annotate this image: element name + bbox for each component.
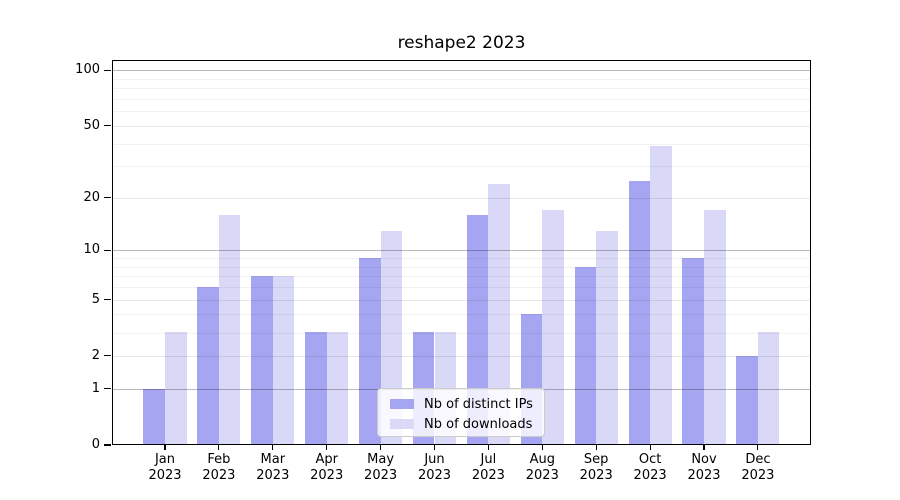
y-tick-mark-2 [104, 355, 111, 357]
y-tick-label-5: 5 [91, 291, 100, 307]
x-tick-label-jan: Jan 2023 [148, 452, 182, 483]
x-tick-label-may: May 2023 [364, 452, 398, 483]
y-tick-label-100: 100 [75, 62, 100, 78]
minor-gridline-4 [112, 314, 811, 316]
x-tick-mark-dec [757, 445, 759, 450]
x-tick-label-mar: Mar 2023 [256, 452, 290, 483]
y-tick-mark-100 [104, 69, 111, 71]
bar-jul-downloads [488, 183, 510, 445]
y-tick-mark-0 [104, 444, 111, 446]
x-tick-label-apr: Apr 2023 [310, 452, 344, 483]
gridline-2 [112, 355, 811, 357]
bar-jan-downloads [165, 332, 187, 445]
y-tick-mark-50 [104, 125, 111, 127]
y-tick-label-1: 1 [91, 380, 100, 396]
bar-jul-ips [466, 215, 489, 445]
minor-gridline-60 [112, 111, 811, 113]
x-tick-mark-apr [326, 445, 328, 450]
legend-swatch-downloads [390, 419, 414, 429]
plot-area: Nb of distinct IPs Nb of downloads [112, 60, 811, 445]
y-tick-mark-20 [104, 197, 111, 199]
y-tick-mark-5 [104, 298, 111, 301]
x-tick-label-oct: Oct 2023 [633, 452, 667, 483]
x-tick-label-sep: Sep 2023 [579, 452, 613, 483]
x-tick-mark-jun [433, 445, 436, 450]
x-tick-mark-nov [703, 445, 705, 450]
gridline-100 [112, 70, 811, 72]
bar-dec-downloads [757, 332, 780, 445]
bar-nov-downloads [704, 210, 726, 445]
x-tick-mark-jan [164, 445, 166, 450]
x-tick-mark-sep [595, 445, 597, 450]
minor-gridline-70 [112, 98, 811, 100]
bar-aug-downloads [542, 210, 564, 445]
minor-gridline-6 [112, 287, 811, 288]
bar-feb-downloads [218, 215, 241, 445]
bar-mar-ips [251, 276, 273, 445]
bar-mar-downloads [272, 276, 295, 445]
gridline-50 [112, 125, 811, 127]
gridline-20 [112, 197, 811, 199]
bar-nov-ips [682, 258, 704, 445]
minor-gridline-40 [112, 143, 811, 145]
x-tick-label-jun: Jun 2023 [417, 452, 452, 483]
bar-apr-downloads [326, 332, 349, 445]
legend-label-distinct-ips: Nb of distinct IPs [424, 396, 533, 412]
gridline-10 [112, 250, 811, 252]
minor-gridline-8 [112, 266, 811, 268]
y-tick-mark-1 [104, 388, 111, 390]
y-tick-label-0: 0 [91, 437, 100, 452]
bar-dec-ips [736, 355, 758, 445]
x-tick-mark-may [380, 445, 382, 450]
y-tick-mark-10 [104, 249, 111, 251]
x-tick-label-nov: Nov 2023 [687, 452, 721, 483]
legend: Nb of distinct IPs Nb of downloads [377, 388, 545, 437]
minor-gridline-9 [112, 258, 811, 260]
bar-apr-ips [305, 332, 327, 445]
x-tick-label-feb: Feb 2023 [202, 452, 236, 483]
bar-jan-ips [143, 388, 165, 445]
x-tick-mark-mar [272, 445, 274, 450]
minor-gridline-7 [112, 276, 811, 278]
y-tick-label-10: 10 [83, 242, 100, 258]
x-tick-mark-oct [649, 445, 651, 450]
bar-may-ips [359, 258, 381, 445]
bar-oct-downloads [650, 145, 672, 445]
minor-gridline-80 [112, 88, 811, 90]
bar-feb-ips [197, 287, 219, 445]
x-tick-mark-aug [541, 445, 543, 450]
bar-sep-downloads [596, 230, 618, 445]
legend-label-downloads: Nb of downloads [424, 416, 533, 432]
y-tick-label-50: 50 [83, 117, 100, 133]
bar-sep-ips [574, 266, 597, 445]
minor-gridline-3 [112, 332, 811, 334]
y-tick-label-20: 20 [83, 189, 100, 205]
x-tick-mark-feb [218, 445, 220, 450]
chart-title: reshape2 2023 [397, 33, 526, 53]
x-tick-label-aug: Aug 2023 [525, 452, 559, 483]
legend-swatch-distinct-ips [390, 399, 414, 409]
bar-oct-ips [628, 180, 651, 445]
x-tick-label-jul: Jul 2023 [471, 452, 505, 483]
minor-gridline-90 [112, 78, 811, 80]
x-tick-label-dec: Dec 2023 [741, 452, 775, 483]
y-tick-label-2: 2 [91, 347, 100, 363]
legend-entry-distinct-ips: Nb of distinct IPs [390, 394, 544, 414]
minor-gridline-30 [112, 166, 811, 168]
gridline-5 [112, 299, 811, 301]
x-tick-mark-jul [487, 445, 489, 450]
legend-entry-downloads: Nb of downloads [390, 414, 544, 434]
